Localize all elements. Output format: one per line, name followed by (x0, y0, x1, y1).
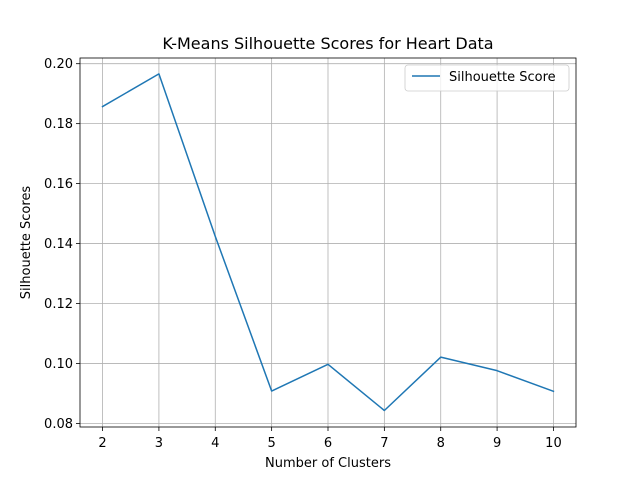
x-tick-label: 8 (437, 436, 445, 451)
y-tick-label: 0.08 (44, 417, 73, 432)
x-tick-label: 9 (493, 436, 501, 451)
y-tick-label: 0.20 (44, 57, 73, 72)
x-tick-label: 10 (545, 436, 562, 451)
x-tick-label: 7 (380, 436, 388, 451)
x-tick-label: 6 (324, 436, 332, 451)
y-tick-label: 0.14 (44, 237, 73, 252)
y-tick-label: 0.12 (44, 297, 73, 312)
x-tick-label: 4 (211, 436, 219, 451)
x-tick-label: 3 (155, 436, 163, 451)
x-tick-label: 5 (267, 436, 275, 451)
chart-title: K-Means Silhouette Scores for Heart Data (162, 34, 493, 53)
legend: Silhouette Score (405, 65, 569, 91)
x-axis-label: Number of Clusters (265, 456, 391, 471)
y-tick-label: 0.10 (44, 357, 73, 372)
y-tick-label: 0.16 (44, 177, 73, 192)
x-tick-label: 2 (98, 436, 106, 451)
y-axis-label: Silhouette Scores (19, 186, 34, 300)
legend-label-silhouette-score: Silhouette Score (449, 70, 556, 85)
y-tick-label: 0.18 (44, 117, 73, 132)
